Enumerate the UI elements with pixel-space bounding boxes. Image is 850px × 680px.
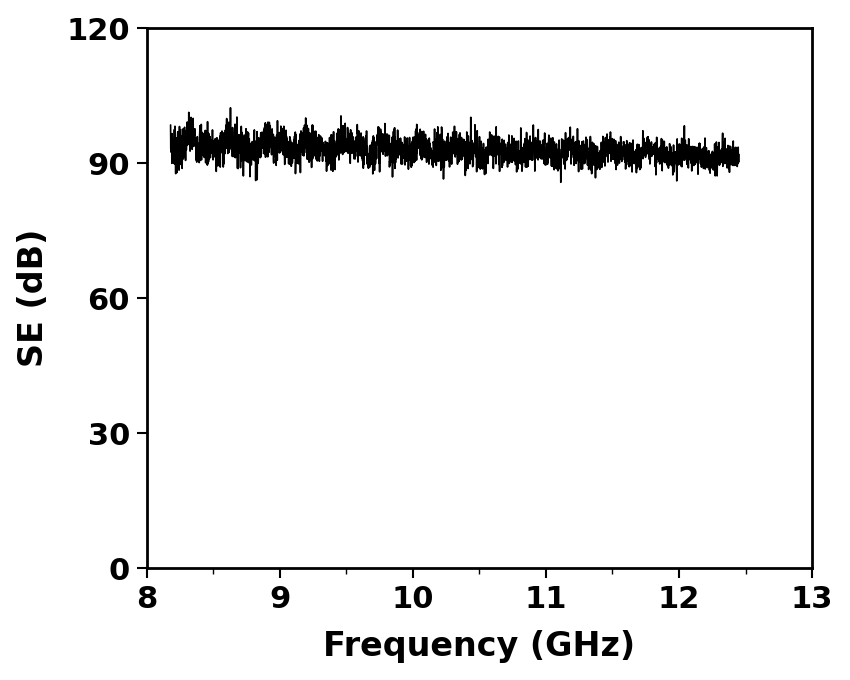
Y-axis label: SE (dB): SE (dB) bbox=[17, 229, 49, 367]
X-axis label: Frequency (GHz): Frequency (GHz) bbox=[323, 630, 636, 663]
